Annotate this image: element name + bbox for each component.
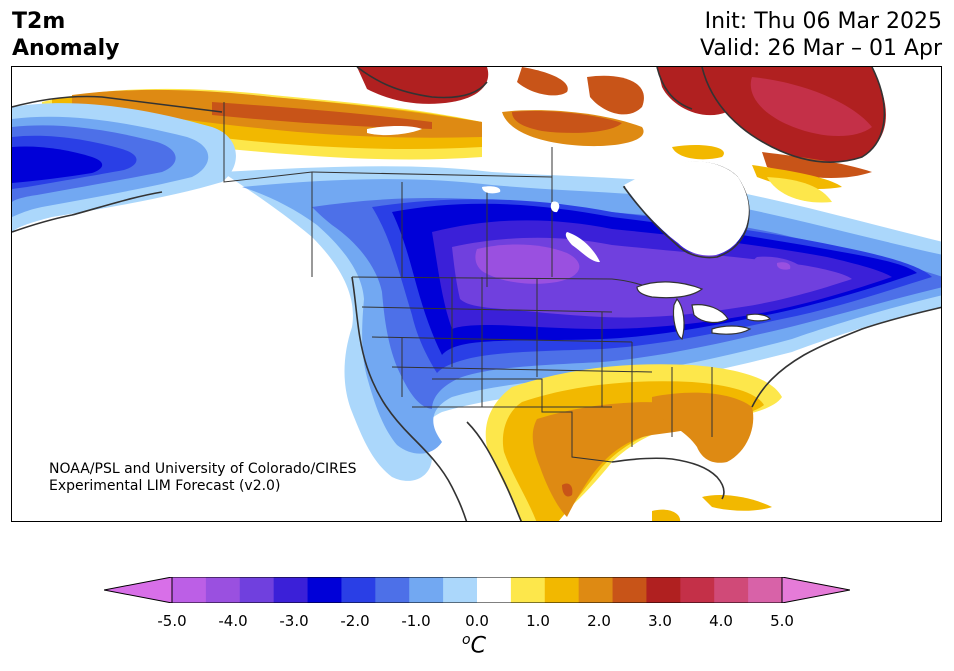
- variable-label: T2m: [12, 9, 66, 34]
- forecast-dates: Init: Thu 06 Mar 2025 Valid: 26 Mar – 01…: [700, 8, 942, 62]
- valid-date: Valid: 26 Mar – 01 Apr: [700, 36, 942, 61]
- arctic-warm-anomaly: [42, 67, 886, 203]
- colorbar-frame: [171, 577, 783, 603]
- colorbar-unit: oC: [462, 632, 486, 658]
- attribution-line2: Experimental LIM Forecast (v2.0): [49, 478, 281, 494]
- colorbar-bin: [307, 577, 342, 603]
- map-title: T2m Anomaly: [12, 8, 119, 62]
- colorbar-tick-label: 2.0: [587, 612, 611, 630]
- colorbar-bin: [443, 577, 478, 603]
- colorbar-bin: [273, 577, 309, 603]
- political-borders: [223, 102, 713, 463]
- colorbar-tick-label: 5.0: [770, 612, 794, 630]
- great-lakes: [636, 281, 771, 340]
- coastlines: [12, 67, 941, 521]
- colorbar-bin: [239, 577, 275, 603]
- small-lake: [482, 186, 501, 194]
- colorbar-bin: [477, 577, 512, 603]
- colorbar-tick-label: 4.0: [709, 612, 733, 630]
- colorbar-tick-label: -4.0: [218, 612, 248, 630]
- quantity-label: Anomaly: [12, 36, 120, 61]
- lake-winnipeg: [550, 201, 560, 213]
- colorbar-bin: [341, 577, 376, 603]
- colorbar-extend-low: [104, 577, 173, 603]
- attribution-line1: NOAA/PSL and University of Colorado/CIRE…: [49, 461, 357, 477]
- colorbar-tick-label: -3.0: [279, 612, 309, 630]
- colorbar-tick-label: 1.0: [526, 612, 550, 630]
- colorbar-bin: [544, 577, 580, 603]
- arctic-lake: [367, 126, 422, 136]
- great-slave-lake: [565, 232, 600, 263]
- colorbar-tick-label: 3.0: [648, 612, 672, 630]
- colorbar-bin: [748, 577, 783, 603]
- init-date: Init: Thu 06 Mar 2025: [704, 9, 942, 34]
- attribution: NOAA/PSL and University of Colorado/CIRE…: [49, 461, 357, 495]
- colorbar: [104, 577, 850, 603]
- colorbar-tick-label: -5.0: [157, 612, 187, 630]
- unit-degree: o: [462, 632, 471, 648]
- colorbar-bin: [409, 577, 444, 603]
- colorbar-bin: [714, 577, 749, 603]
- colorbar-ticks: -5.0 -4.0 -3.0 -2.0 -1.0 0.0 1.0 2.0 3.0 4.0 5.0: [0, 612, 954, 632]
- colorbar-tick-label: 0.0: [465, 612, 489, 630]
- colorbar-bin: [172, 577, 207, 603]
- unit-letter: C: [470, 633, 486, 659]
- colorbar-bin: [646, 577, 681, 603]
- south-warm-anomaly: [485, 364, 782, 521]
- colorbar-tick-label: -1.0: [401, 612, 431, 630]
- colorbar-bins: [172, 577, 783, 603]
- colorbar-bin: [578, 577, 614, 603]
- colorbar-tick-label: -2.0: [340, 612, 370, 630]
- hudson-bay: [624, 161, 749, 256]
- colorbar-bin: [680, 577, 715, 603]
- colorbar-bin: [205, 577, 241, 603]
- colorbar-extend-high: [781, 577, 850, 603]
- anomaly-map: NOAA/PSL and University of Colorado/CIRE…: [11, 66, 942, 522]
- colorbar-bin: [510, 577, 546, 603]
- colorbar-bin: [375, 577, 410, 603]
- map-canvas: [12, 67, 941, 521]
- colorbar-bin: [612, 577, 647, 603]
